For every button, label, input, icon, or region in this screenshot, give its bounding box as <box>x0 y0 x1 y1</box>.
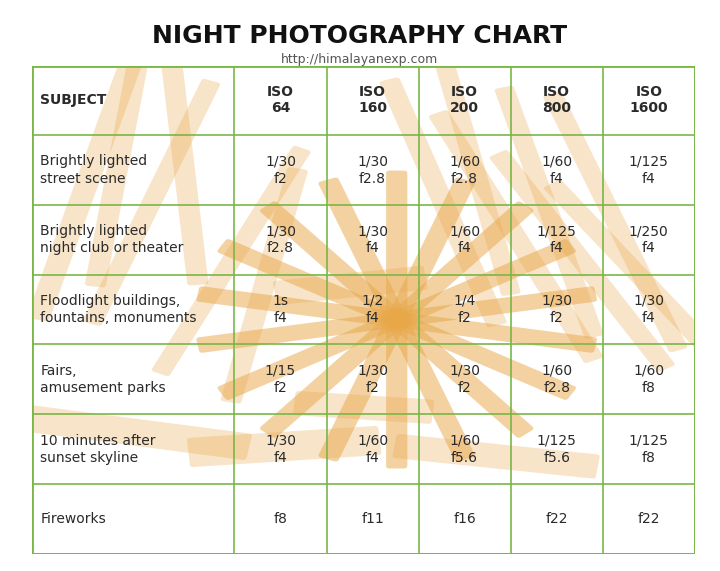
FancyBboxPatch shape <box>386 171 408 468</box>
Text: 1/30
f4: 1/30 f4 <box>265 433 296 465</box>
Text: 1/125
f4: 1/125 f4 <box>629 154 669 186</box>
FancyBboxPatch shape <box>152 146 310 376</box>
FancyBboxPatch shape <box>85 39 152 287</box>
Text: Fairs,
amusement parks: Fairs, amusement parks <box>40 364 166 395</box>
FancyBboxPatch shape <box>217 239 576 400</box>
Text: Brightly lighted
street scene: Brightly lighted street scene <box>40 154 148 186</box>
Text: 1/60
f4: 1/60 f4 <box>357 433 388 465</box>
FancyBboxPatch shape <box>260 202 534 438</box>
FancyBboxPatch shape <box>293 391 434 424</box>
Text: 1/30
f4: 1/30 f4 <box>634 294 665 325</box>
Text: NIGHT PHOTOGRAPHY CHART: NIGHT PHOTOGRAPHY CHART <box>153 24 567 48</box>
FancyBboxPatch shape <box>318 178 475 461</box>
FancyBboxPatch shape <box>221 167 307 404</box>
FancyBboxPatch shape <box>197 286 597 353</box>
Text: Fireworks: Fireworks <box>40 512 106 526</box>
Text: f16: f16 <box>454 512 476 526</box>
Text: 1/30
f4: 1/30 f4 <box>357 224 388 255</box>
Text: http://himalayanexp.com: http://himalayanexp.com <box>282 53 438 66</box>
Text: 1/250
f4: 1/250 f4 <box>629 224 669 255</box>
Text: 1/15
f2: 1/15 f2 <box>265 364 296 395</box>
FancyBboxPatch shape <box>197 286 597 353</box>
FancyBboxPatch shape <box>318 178 475 461</box>
FancyBboxPatch shape <box>260 202 534 438</box>
Text: 1/60
f2.8: 1/60 f2.8 <box>541 364 572 395</box>
FancyBboxPatch shape <box>260 202 534 438</box>
FancyBboxPatch shape <box>386 171 408 468</box>
Text: f22: f22 <box>546 512 568 526</box>
FancyBboxPatch shape <box>318 178 475 461</box>
FancyBboxPatch shape <box>197 286 597 353</box>
Text: f8: f8 <box>274 512 287 526</box>
Text: 1/60
f2.8: 1/60 f2.8 <box>449 154 480 186</box>
Text: Brightly lighted
night club or theater: Brightly lighted night club or theater <box>40 224 184 255</box>
Text: Floodlight buildings,
fountains, monuments: Floodlight buildings, fountains, monumen… <box>40 294 197 325</box>
FancyBboxPatch shape <box>217 239 576 400</box>
Text: f22: f22 <box>637 512 660 526</box>
FancyBboxPatch shape <box>187 426 382 467</box>
Text: f11: f11 <box>361 512 384 526</box>
FancyBboxPatch shape <box>544 180 720 391</box>
Text: ISO
1600: ISO 1600 <box>629 85 668 115</box>
Text: 1/60
f4: 1/60 f4 <box>449 224 480 255</box>
Text: ISO
800: ISO 800 <box>542 85 571 115</box>
FancyBboxPatch shape <box>273 266 428 305</box>
Text: 1/60
f8: 1/60 f8 <box>633 364 665 395</box>
FancyBboxPatch shape <box>495 86 603 339</box>
Text: 1/30
f2: 1/30 f2 <box>265 154 296 186</box>
FancyBboxPatch shape <box>27 54 144 321</box>
FancyBboxPatch shape <box>392 434 600 478</box>
Text: 1/30
f2.8: 1/30 f2.8 <box>357 154 388 186</box>
FancyBboxPatch shape <box>217 239 576 400</box>
Text: 1/30
f2: 1/30 f2 <box>357 364 388 395</box>
FancyBboxPatch shape <box>490 150 675 372</box>
Text: 1/60
f5.6: 1/60 f5.6 <box>449 433 480 465</box>
Text: 1s
f4: 1s f4 <box>272 294 289 325</box>
FancyBboxPatch shape <box>217 239 576 400</box>
Text: ISO
160: ISO 160 <box>358 85 387 115</box>
Text: 1/125
f8: 1/125 f8 <box>629 433 669 465</box>
Text: 1/30
f2.8: 1/30 f2.8 <box>265 224 296 255</box>
Text: ISO
64: ISO 64 <box>267 85 294 115</box>
FancyBboxPatch shape <box>318 178 475 461</box>
FancyBboxPatch shape <box>429 110 603 363</box>
Text: 1/60
f4: 1/60 f4 <box>541 154 572 186</box>
Text: 1/125
f5.6: 1/125 f5.6 <box>536 433 577 465</box>
FancyBboxPatch shape <box>544 91 688 352</box>
FancyBboxPatch shape <box>260 202 534 438</box>
FancyBboxPatch shape <box>379 78 507 327</box>
Text: 1/30
f2: 1/30 f2 <box>541 294 572 325</box>
Text: 1/4
f2: 1/4 f2 <box>454 294 476 325</box>
FancyBboxPatch shape <box>432 50 521 296</box>
Text: 1/30
f2: 1/30 f2 <box>449 364 480 395</box>
Text: 1/125
f4: 1/125 f4 <box>536 224 577 255</box>
Text: ISO
200: ISO 200 <box>450 85 479 115</box>
FancyBboxPatch shape <box>197 286 597 353</box>
FancyBboxPatch shape <box>12 404 252 460</box>
FancyBboxPatch shape <box>161 61 208 286</box>
Text: 1/2
f4: 1/2 f4 <box>361 294 384 325</box>
Text: 10 minutes after
sunset skyline: 10 minutes after sunset skyline <box>40 433 156 465</box>
Text: SUBJECT: SUBJECT <box>40 93 107 107</box>
FancyBboxPatch shape <box>83 79 220 326</box>
